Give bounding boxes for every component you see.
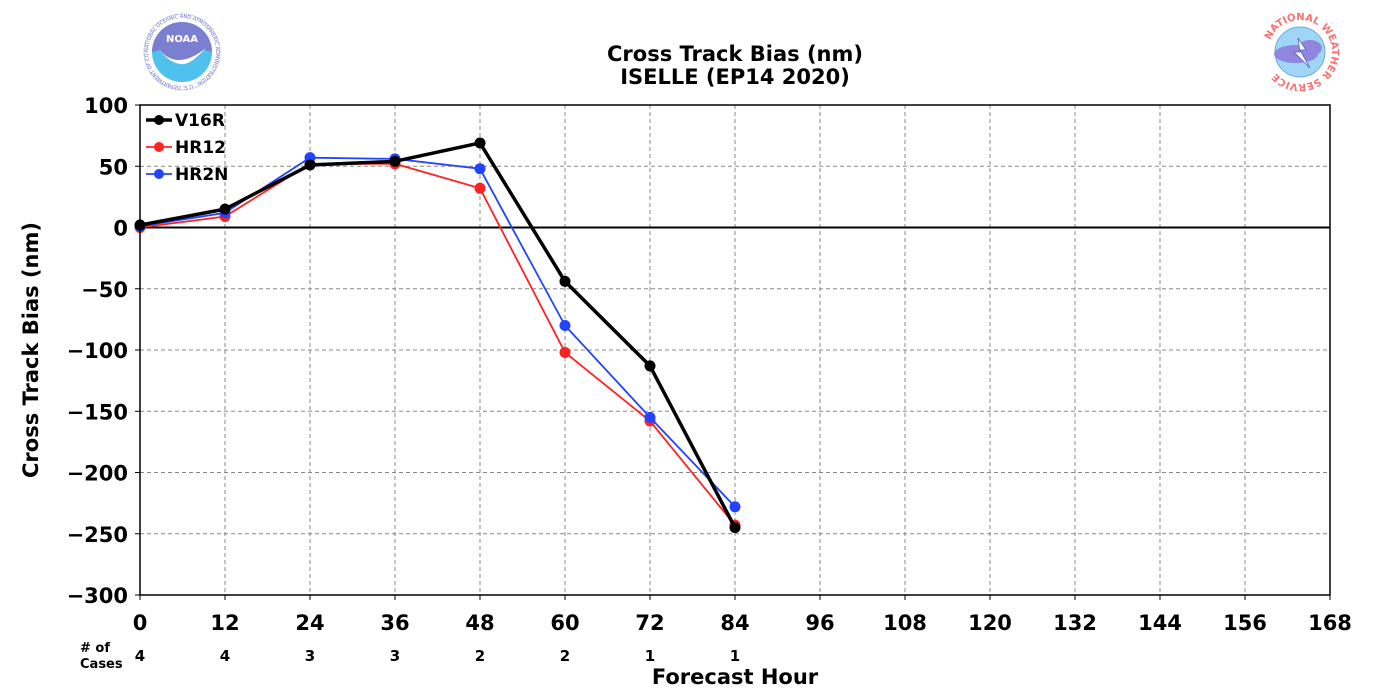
x-tick-labels: 0 12 24 36 48 60 72 84 96 108 120 132 144 156 168	[133, 595, 1352, 635]
chart-subtitle: ISELLE (EP14 2020)	[620, 65, 850, 89]
case-count: 3	[305, 647, 315, 665]
x-tick-label: 96	[805, 611, 834, 635]
legend-swatch-marker	[154, 142, 164, 152]
plot-area	[134, 104, 1331, 596]
x-tick-label: 168	[1308, 611, 1352, 635]
data-point	[219, 203, 231, 215]
x-tick-label: 0	[133, 611, 148, 635]
legend-label: HR2N	[175, 165, 228, 185]
data-point	[304, 159, 316, 171]
x-tick-label: 60	[550, 611, 579, 635]
case-count: 1	[730, 647, 740, 665]
x-tick-label: 36	[380, 611, 409, 635]
y-tick-label: 100	[84, 94, 128, 118]
noaa-logo-text: NOAA	[166, 34, 198, 45]
x-tick-label: 72	[635, 611, 664, 635]
data-point	[389, 155, 401, 167]
data-point	[474, 163, 486, 175]
legend-swatch-marker	[154, 115, 164, 125]
case-count: 3	[390, 647, 400, 665]
grid-lines	[140, 105, 1330, 595]
legend: V16R HR12 HR2N	[146, 111, 228, 185]
x-tick-label: 12	[210, 611, 239, 635]
legend-item: HR2N	[146, 165, 228, 185]
data-point	[474, 182, 486, 194]
nws-logo: NATIONAL WEATHER SERVICE	[1263, 12, 1340, 92]
legend-swatch-marker	[154, 169, 164, 179]
data-point	[644, 411, 656, 423]
x-tick-label: 48	[465, 611, 494, 635]
series-v16r	[134, 137, 741, 534]
y-tick-label: −300	[67, 584, 128, 608]
case-count: 2	[475, 647, 485, 665]
data-point	[559, 346, 571, 358]
series-layer	[134, 137, 741, 534]
case-count: 1	[645, 647, 655, 665]
x-tick-label: 156	[1223, 611, 1267, 635]
legend-label: V16R	[175, 111, 225, 131]
cases-label: # of Cases	[80, 641, 123, 672]
legend-item: HR12	[146, 138, 226, 158]
data-point	[474, 137, 486, 149]
case-count: 4	[135, 647, 145, 665]
x-tick-label: 144	[1138, 611, 1182, 635]
case-count: 2	[560, 647, 570, 665]
data-point	[729, 501, 741, 513]
y-tick-label: −250	[67, 523, 128, 547]
x-tick-label: 108	[883, 611, 927, 635]
chart-title: Cross Track Bias (nm)	[607, 42, 863, 66]
x-tick-label: 24	[295, 611, 324, 635]
x-tick-label: 120	[968, 611, 1012, 635]
y-tick-labels: 100 50 0 −50 −100 −150 −200 −250 −300	[67, 94, 140, 608]
x-tick-label: 132	[1053, 611, 1097, 635]
y-axis-label: Cross Track Bias (nm)	[19, 222, 43, 478]
data-point	[559, 275, 571, 287]
data-point	[559, 320, 571, 331]
x-tick-label: 84	[720, 611, 749, 635]
noaa-logo: NOAA NATIONAL OCEANIC AND ATMOSPHERIC AD…	[143, 13, 221, 91]
y-tick-label: −150	[67, 400, 128, 424]
series-line	[139, 162, 736, 526]
x-axis-label: Forecast Hour	[652, 665, 819, 689]
y-tick-label: −100	[67, 339, 128, 363]
data-point	[644, 360, 656, 372]
y-tick-label: 0	[113, 217, 128, 241]
y-tick-label: 50	[99, 155, 128, 179]
case-count: 4	[220, 647, 230, 665]
series-line	[139, 141, 737, 529]
y-tick-label: −200	[67, 462, 128, 486]
y-tick-label: −50	[81, 278, 128, 302]
legend-label: HR12	[175, 138, 226, 158]
case-counts: 4 4 3 3 2 2 1 1	[135, 647, 740, 665]
data-point	[729, 522, 741, 534]
legend-item: V16R	[146, 111, 225, 131]
